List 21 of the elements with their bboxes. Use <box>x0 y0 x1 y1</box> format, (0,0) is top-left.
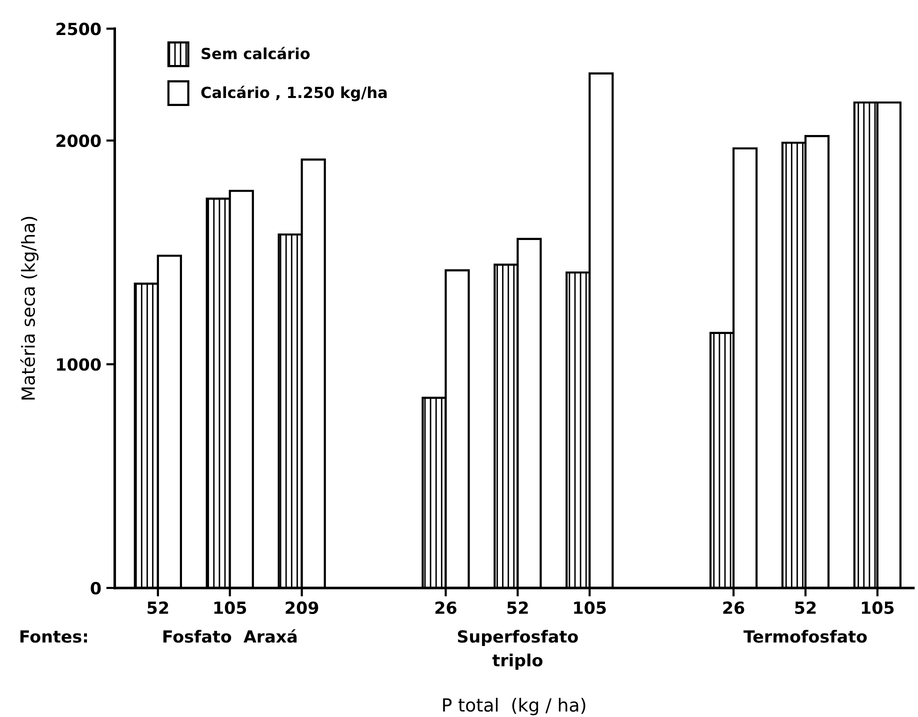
x-tick-label: 52 <box>507 601 528 614</box>
x-tick-label: 26 <box>435 601 456 614</box>
y-tick-label: 2500 <box>56 22 101 36</box>
x-axis-title: P total (kg / ha) <box>443 698 586 716</box>
text: Fontes: <box>20 630 87 643</box>
x-tick-label: 209 <box>286 601 318 614</box>
text: Superfosfato triplo <box>458 630 578 670</box>
y-tick-label: 1000 <box>57 358 101 371</box>
x-tick-label: 52 <box>795 601 816 614</box>
legend-label: Calcário , 1.250 kg/ha <box>201 86 387 102</box>
x-tick-label: 26 <box>723 601 744 614</box>
y-tick-label: 2000 <box>56 134 101 148</box>
y-tick-label: 0 <box>90 582 101 595</box>
text: Fosfato Araxá <box>163 629 297 643</box>
legend-label: Sem calcário <box>202 46 310 60</box>
x-tick-label: 105 <box>214 601 246 614</box>
x-tick-label: 105 <box>862 601 894 614</box>
x-tick-label: 105 <box>574 601 606 614</box>
y-axis-title: Matéria seca (kg/ha) <box>20 216 39 400</box>
text: Termofosfato <box>744 630 867 643</box>
x-tick-label: 52 <box>148 601 168 614</box>
